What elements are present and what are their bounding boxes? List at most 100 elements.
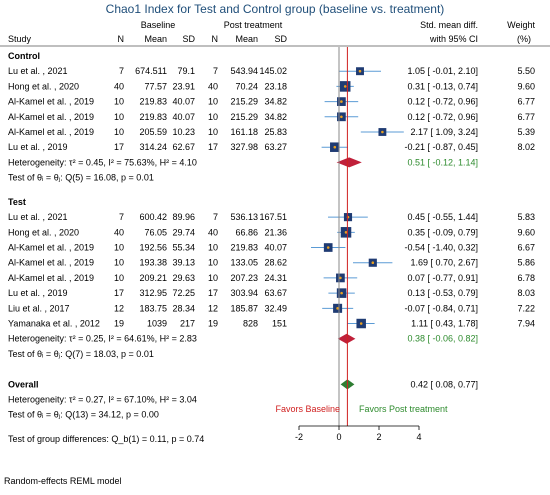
effect-ci: 2.17 [ 1.09, 3.24] [410, 127, 478, 137]
post-n: 10 [208, 273, 218, 283]
effect-point [358, 69, 362, 73]
baseline-sd: 217 [180, 319, 195, 329]
effect-point [326, 246, 330, 249]
group-pooled-diamond [337, 333, 356, 344]
baseline-mean: 77.57 [144, 81, 167, 91]
baseline-n: 10 [114, 97, 124, 107]
group-heterogeneity: Heterogeneity: τ² = 0.25, I² = 64.61%, H… [8, 334, 197, 344]
post-n: 7 [213, 66, 218, 76]
study-name: Liu et al. , 2017 [8, 303, 70, 313]
baseline-sd: 29.74 [172, 227, 195, 237]
header-effect-2: with 95% CI [429, 34, 478, 44]
post-sd: 34.82 [264, 97, 287, 107]
group-test: Test of θᵢ = θⱼ: Q(5) = 16.08, p = 0.01 [8, 173, 154, 183]
header-baseline: Baseline [141, 20, 176, 30]
x-tick-label: 4 [416, 432, 421, 442]
weight: 5.39 [517, 127, 535, 137]
overall-label: Overall [8, 379, 39, 389]
study-name: Lu et al. , 2021 [8, 66, 68, 76]
baseline-mean: 600.42 [139, 212, 167, 222]
post-mean: 70.24 [235, 81, 258, 91]
post-sd: 63.67 [264, 288, 287, 298]
post-mean: 303.94 [230, 288, 258, 298]
header-mean2: Mean [235, 34, 258, 44]
chart-title: Chao1 Index for Test and Control group (… [106, 2, 445, 16]
effect-point [340, 100, 343, 103]
baseline-mean: 183.75 [139, 303, 167, 313]
baseline-sd: 89.96 [172, 212, 195, 222]
baseline-mean: 219.83 [139, 112, 167, 122]
effect-point [381, 130, 384, 134]
post-n: 17 [208, 142, 218, 152]
favors-baseline-label: Favors Baseline [275, 404, 340, 414]
effect-ci: 0.07 [ -0.77, 0.91] [407, 273, 478, 283]
post-mean: 828 [243, 319, 258, 329]
effect-point [340, 115, 343, 119]
baseline-n: 17 [114, 142, 124, 152]
post-mean: 161.18 [230, 127, 258, 137]
effect-ci: 0.35 [ -0.09, 0.79] [407, 227, 478, 237]
x-tick-label: -2 [295, 432, 303, 442]
baseline-mean: 76.05 [144, 227, 167, 237]
header-mean1: Mean [144, 34, 167, 44]
weight: 5.50 [517, 66, 535, 76]
effect-ci: -0.07 [ -0.84, 0.71] [404, 303, 478, 313]
favors-post-label: Favors Post treatment [359, 404, 448, 414]
group-heterogeneity: Heterogeneity: τ² = 0.45, I² = 75.63%, H… [8, 157, 197, 167]
post-sd: 63.27 [264, 142, 287, 152]
effect-ci: 0.13 [ -0.53, 0.79] [407, 288, 478, 298]
overall-test: Test of θᵢ = θⱼ: Q(13) = 34.12, p = 0.00 [8, 410, 159, 420]
effect-ci: -0.21 [ -0.87, 0.45] [404, 142, 478, 152]
study-name: Yamanaka et al. , 2012 [8, 319, 100, 329]
post-sd: 25.83 [264, 127, 287, 137]
group-pooled-ci: 0.38 [ -0.06, 0.82] [407, 334, 478, 344]
baseline-sd: 55.34 [172, 243, 195, 253]
overall-ci: 0.42 [ 0.08, 0.77] [410, 379, 478, 389]
study-name: Hong et al. , 2020 [8, 227, 79, 237]
post-mean: 536.13 [230, 212, 258, 222]
baseline-sd: 28.34 [172, 303, 195, 313]
baseline-mean: 314.24 [139, 142, 167, 152]
weight: 6.78 [517, 273, 535, 283]
study-name: Lu et al. , 2019 [8, 142, 68, 152]
post-sd: 28.62 [264, 258, 287, 268]
post-n: 10 [208, 127, 218, 137]
baseline-n: 10 [114, 127, 124, 137]
baseline-n: 10 [114, 112, 124, 122]
baseline-mean: 219.83 [139, 97, 167, 107]
baseline-sd: 72.25 [172, 288, 195, 298]
weight: 6.77 [517, 97, 535, 107]
study-name: Hong et al. , 2020 [8, 81, 79, 91]
post-sd: 40.07 [264, 243, 287, 253]
group-test: Test of θᵢ = θⱼ: Q(7) = 18.03, p = 0.01 [8, 349, 154, 359]
post-n: 10 [208, 258, 218, 268]
baseline-sd: 39.13 [172, 258, 195, 268]
baseline-n: 40 [114, 227, 124, 237]
header-weight-1: Weight [507, 20, 535, 30]
group-label: Test [8, 197, 26, 207]
header-sd2: SD [274, 34, 287, 44]
x-tick-label: 2 [376, 432, 381, 442]
weight: 9.60 [517, 81, 535, 91]
post-sd: 167.51 [259, 212, 287, 222]
post-sd: 32.49 [264, 303, 287, 313]
header-study: Study [8, 34, 32, 44]
post-n: 17 [208, 288, 218, 298]
weight: 9.60 [517, 227, 535, 237]
baseline-n: 19 [114, 319, 124, 329]
post-mean: 215.29 [230, 112, 258, 122]
post-sd: 145.02 [259, 66, 287, 76]
weight: 6.67 [517, 243, 535, 253]
baseline-n: 7 [119, 212, 124, 222]
baseline-sd: 62.67 [172, 142, 195, 152]
effect-ci: 1.11 [ 0.43, 1.78] [411, 319, 478, 329]
effect-point [344, 231, 348, 234]
weight: 5.83 [517, 212, 535, 222]
baseline-mean: 209.21 [139, 273, 167, 283]
effect-point [336, 307, 339, 310]
baseline-sd: 40.07 [172, 97, 195, 107]
baseline-mean: 674.511 [135, 66, 167, 76]
post-mean: 219.83 [230, 243, 258, 253]
study-name: Al-Kamel et al. , 2019 [8, 258, 94, 268]
post-n: 7 [213, 212, 218, 222]
